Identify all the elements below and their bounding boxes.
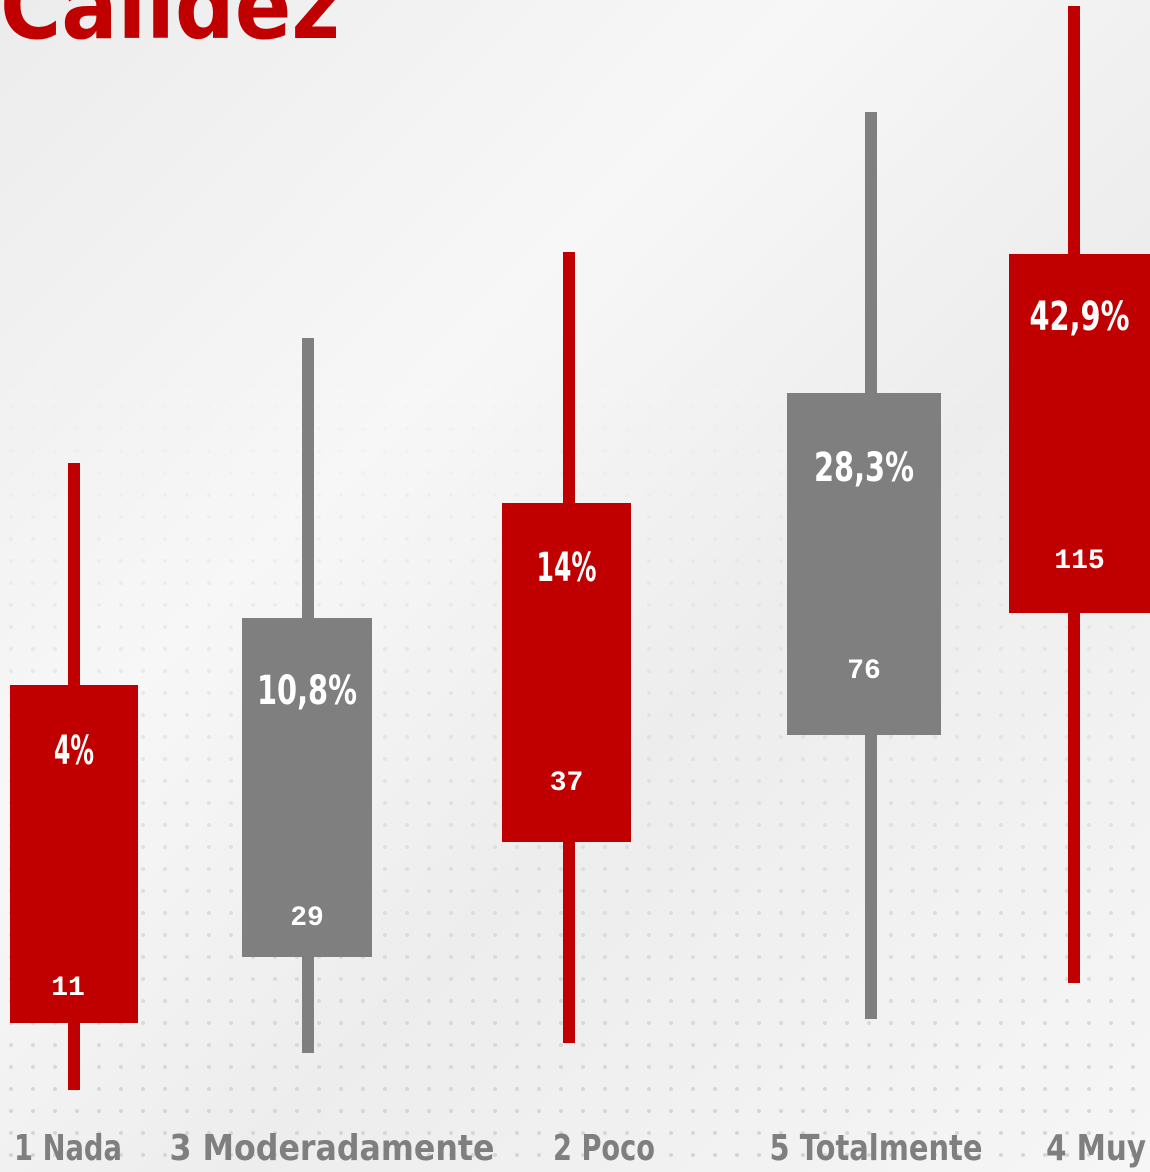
items: 4% 11 1 Nada 10,8% 29 3 Moderadamente 14% 37 2 P…: [10, 6, 1150, 1169]
category-label: 3 Moderadamente: [170, 1128, 495, 1169]
percent-label: 10,8%: [257, 668, 357, 714]
percent-label: 14%: [537, 545, 597, 591]
category-label: 4 Muy: [1046, 1128, 1146, 1169]
count-label: 11: [51, 973, 85, 1004]
count-label: 29: [290, 903, 324, 934]
count-label: 76: [847, 656, 881, 687]
category-label: 1 Nada: [14, 1128, 122, 1169]
category-label: 2 Poco: [553, 1128, 655, 1169]
percent-label: 28,3%: [814, 445, 914, 491]
count-label: 115: [1054, 546, 1104, 577]
percent-label: 4%: [54, 728, 94, 774]
candle-body: [242, 618, 372, 957]
candle-body: [10, 685, 138, 1023]
candle-body: [787, 393, 941, 735]
count-label: 37: [550, 768, 584, 799]
percent-label: 42,9%: [1030, 294, 1130, 340]
category-label: 5 Totalmente: [770, 1128, 983, 1169]
title: Calidez: [0, 0, 340, 60]
candle-body: [1009, 254, 1150, 613]
candle-body: [502, 503, 631, 842]
